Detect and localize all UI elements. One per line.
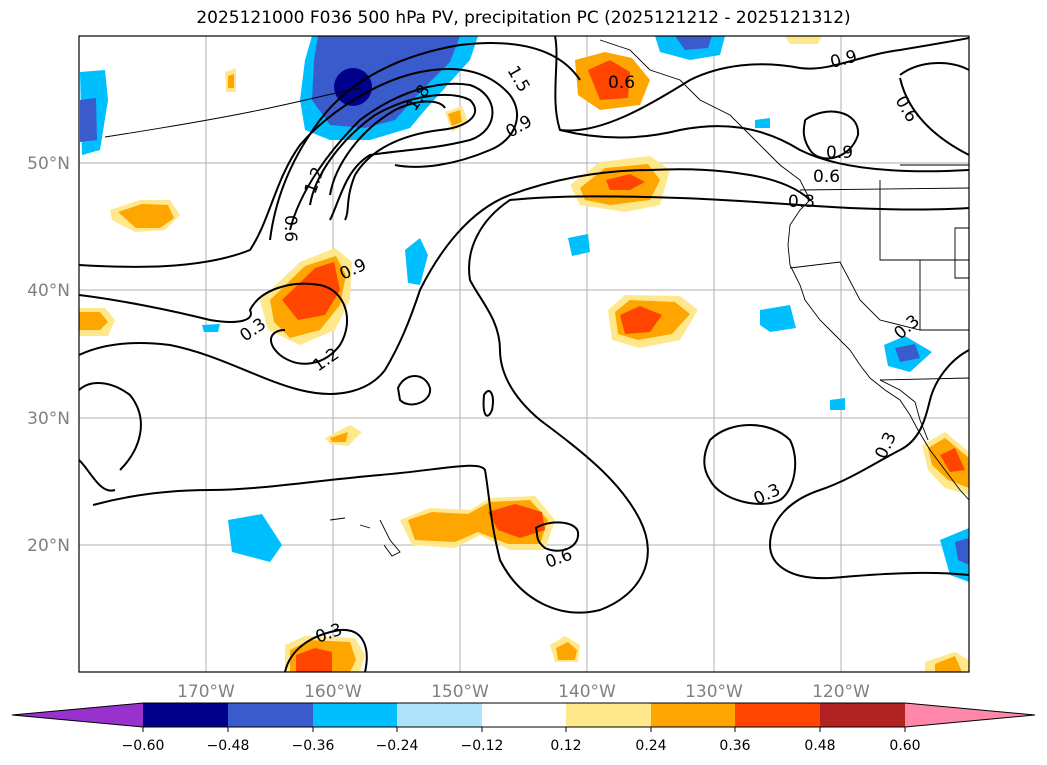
colorbar-tick-label: −0.36 bbox=[292, 738, 335, 754]
precip-positive-areas bbox=[79, 36, 969, 672]
contour-label: 0.6 bbox=[608, 73, 635, 93]
colorbar-tick-label: −0.24 bbox=[376, 738, 419, 754]
colorbar-tick-label: 0.36 bbox=[719, 738, 750, 754]
lon-label: 120°W bbox=[812, 682, 870, 702]
contour-label: 0.6 bbox=[280, 215, 300, 242]
colorbar-segment-min-extend bbox=[12, 703, 143, 727]
colorbar-segment bbox=[651, 703, 735, 727]
contour-label: 0.9 bbox=[826, 143, 853, 163]
chart-title: 2025121000 F036 500 hPa PV, precipitatio… bbox=[196, 8, 851, 28]
lat-label: 30°N bbox=[27, 409, 70, 429]
map-frame bbox=[78, 35, 970, 673]
colorbar-segment bbox=[228, 703, 313, 727]
colorbar-segment bbox=[735, 703, 820, 727]
colorbar-segment bbox=[397, 703, 482, 727]
latitude-labels: 50°N 40°N 30°N 20°N bbox=[27, 154, 70, 556]
contour-label: 0.3 bbox=[788, 192, 815, 212]
lat-label: 50°N bbox=[27, 154, 70, 174]
colorbar-tick-label: 0.48 bbox=[804, 738, 835, 754]
lon-label: 140°W bbox=[558, 682, 616, 702]
colorbar-tick-label: 0.60 bbox=[889, 738, 920, 754]
colorbar-segment bbox=[313, 703, 397, 727]
colorbar-tick-label: 0.24 bbox=[635, 738, 666, 754]
lat-label: 40°N bbox=[27, 281, 70, 301]
colorbar-segment-max-extend bbox=[905, 703, 1035, 727]
colorbar-tick-label: 0.12 bbox=[550, 738, 581, 754]
lon-label: 130°W bbox=[685, 682, 743, 702]
lon-label: 150°W bbox=[431, 682, 489, 702]
lon-label: 170°W bbox=[177, 682, 235, 702]
longitude-labels: 170°W 160°W 150°W 140°W 130°W 120°W bbox=[177, 682, 870, 702]
map-area bbox=[79, 36, 969, 672]
colorbar: −0.60 −0.48 −0.36 −0.24 −0.12 0.12 0.24 … bbox=[11, 702, 1036, 754]
lat-label: 20°N bbox=[27, 536, 70, 556]
colorbar-segment bbox=[143, 703, 228, 727]
contour-label: 0.6 bbox=[813, 167, 840, 187]
pv-contours bbox=[79, 36, 969, 672]
colorbar-tick-label: −0.60 bbox=[122, 738, 165, 754]
colorbar-segment bbox=[482, 703, 566, 727]
colorbar-tick-label: −0.12 bbox=[461, 738, 504, 754]
colorbar-tick-label: −0.48 bbox=[207, 738, 250, 754]
colorbar-segment bbox=[820, 703, 905, 727]
lon-label: 160°W bbox=[304, 682, 362, 702]
colorbar-segment bbox=[566, 703, 651, 727]
